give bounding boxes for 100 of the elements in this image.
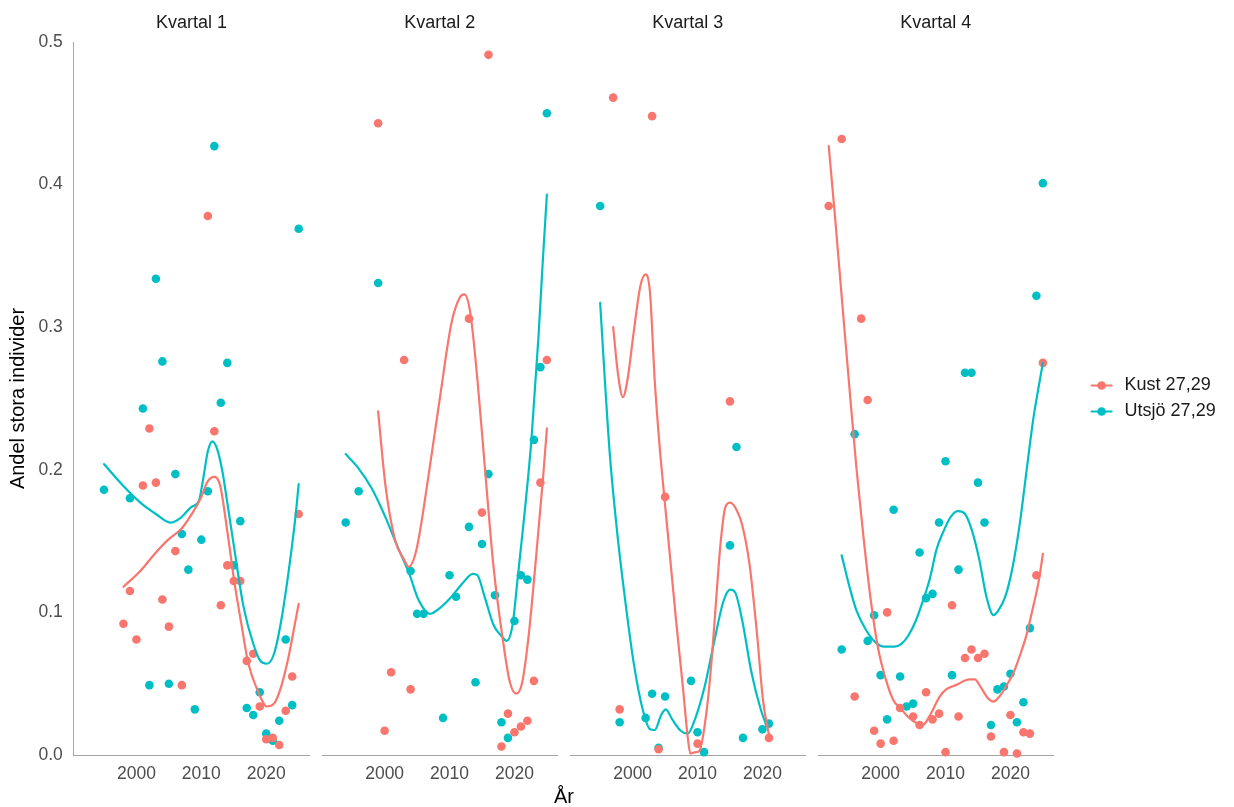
point	[164, 679, 174, 688]
point	[354, 486, 363, 496]
x-tick-label: 2000	[365, 763, 405, 784]
chart-title: Kvartal 4	[900, 12, 972, 33]
point	[922, 687, 931, 697]
point	[255, 702, 265, 711]
y-tick-label: 0.0	[38, 743, 64, 764]
point	[119, 619, 128, 629]
point	[935, 709, 944, 718]
point	[138, 481, 148, 490]
point	[1013, 717, 1022, 727]
point	[406, 685, 415, 694]
point	[386, 667, 396, 677]
point	[523, 716, 532, 726]
legend-label: Utsjö 27,29	[1124, 400, 1217, 421]
point	[954, 565, 964, 574]
point	[477, 539, 487, 549]
point	[542, 355, 552, 365]
point	[870, 726, 879, 736]
x-tick-label: 2020	[246, 763, 286, 784]
chart-title: Kvartal 1	[156, 12, 228, 33]
point	[177, 680, 187, 690]
point	[615, 705, 625, 714]
y-tick-label: 0.4	[38, 173, 64, 194]
point	[928, 715, 938, 724]
point	[281, 635, 291, 644]
x-tick-label: 2010	[430, 763, 470, 784]
point	[523, 575, 532, 584]
point	[542, 109, 552, 118]
point	[158, 595, 167, 604]
point	[210, 141, 219, 151]
point	[197, 535, 206, 544]
point	[954, 712, 964, 721]
point	[274, 740, 284, 750]
x-tick-label: 2000	[861, 763, 901, 784]
point	[863, 395, 873, 405]
chart-title: Kvartal 3	[652, 12, 724, 33]
point	[758, 725, 767, 734]
point	[497, 742, 506, 751]
point	[294, 224, 303, 234]
point	[184, 565, 193, 574]
point	[941, 456, 951, 466]
point	[857, 314, 866, 323]
x-tick-label: 2000	[613, 763, 653, 784]
point	[125, 586, 135, 596]
point	[216, 600, 226, 610]
point	[693, 727, 703, 737]
y-tick-label: 0.5	[38, 30, 63, 51]
point	[1019, 697, 1029, 707]
point	[484, 50, 493, 60]
point	[373, 278, 383, 288]
chart-title: Kvartal 2	[404, 12, 476, 33]
point	[1013, 749, 1022, 758]
point	[287, 700, 297, 710]
point	[935, 518, 944, 527]
point	[477, 508, 487, 517]
x-tick-label: 2020	[743, 763, 783, 784]
point	[948, 670, 957, 680]
x-tick-label: 2010	[181, 763, 222, 784]
point	[883, 608, 892, 617]
point	[876, 739, 886, 748]
point	[464, 522, 474, 532]
point	[210, 427, 219, 436]
point	[151, 478, 161, 487]
point	[503, 733, 513, 743]
point	[516, 722, 526, 731]
point	[824, 201, 834, 211]
point	[889, 505, 899, 515]
point	[732, 442, 741, 452]
point	[615, 717, 625, 727]
point	[883, 715, 892, 724]
point	[203, 211, 213, 221]
point	[248, 710, 258, 720]
y-tick-label: 0.3	[38, 316, 63, 337]
line-series	[122, 475, 300, 708]
point	[132, 635, 141, 644]
x-tick-label: 2010	[926, 763, 966, 784]
point	[725, 397, 735, 406]
point	[699, 747, 709, 757]
point	[216, 398, 226, 408]
point	[99, 485, 109, 495]
point	[190, 705, 200, 714]
point	[1032, 291, 1042, 301]
point	[837, 134, 847, 144]
point	[987, 732, 996, 741]
point	[948, 600, 957, 610]
point	[438, 713, 448, 723]
point	[274, 716, 284, 726]
point	[967, 645, 977, 654]
point	[158, 357, 167, 366]
point	[980, 518, 990, 527]
point	[171, 546, 180, 556]
point	[510, 727, 519, 737]
point	[915, 548, 925, 557]
point	[1026, 729, 1035, 738]
point	[738, 733, 748, 743]
point	[1038, 178, 1048, 188]
legend-label: Kust 27,29	[1124, 374, 1212, 395]
point	[497, 717, 506, 727]
point	[145, 680, 154, 690]
